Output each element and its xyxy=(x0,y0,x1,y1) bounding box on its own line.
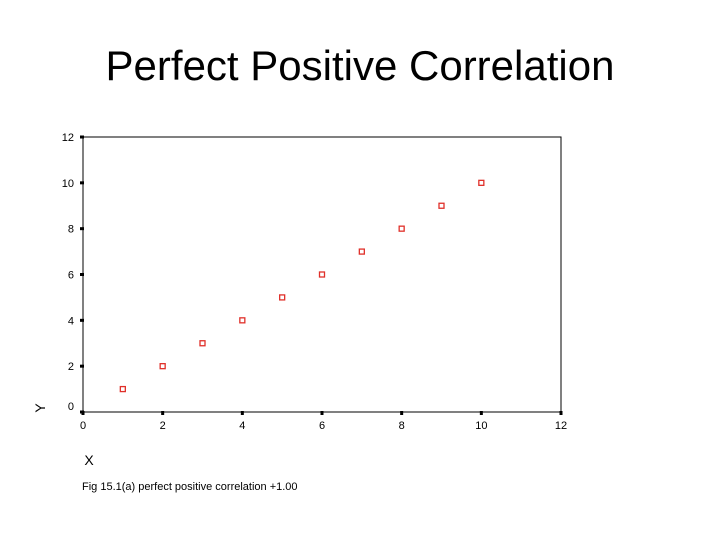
x-tick-label: 12 xyxy=(555,420,567,432)
y-tick-label: 4 xyxy=(68,315,74,327)
figure-caption: Fig 15.1(a) perfect positive correlation… xyxy=(82,481,298,493)
y-tick-label: 8 xyxy=(68,224,74,236)
data-point xyxy=(279,294,286,301)
y-axis: 0 2 4 6 8 10 12 xyxy=(62,132,84,414)
data-point xyxy=(478,179,485,186)
y-tick-label: 2 xyxy=(68,361,74,373)
data-points xyxy=(119,179,485,393)
x-axis-title: X xyxy=(84,452,94,468)
y-tick-label: 10 xyxy=(62,178,74,190)
x-axis: 0 2 4 6 8 10 12 xyxy=(80,411,567,432)
data-point xyxy=(199,340,206,347)
data-point xyxy=(119,385,126,393)
x-tick-label: 0 xyxy=(80,420,86,432)
y-tick-label: 12 xyxy=(62,132,74,144)
data-point xyxy=(159,363,166,370)
x-tick-label: 10 xyxy=(475,420,487,432)
data-point xyxy=(239,317,246,324)
data-point xyxy=(398,225,405,232)
y-axis-title: Y xyxy=(32,403,48,413)
data-point xyxy=(438,202,445,209)
slide-title: Perfect Positive Correlation xyxy=(105,42,615,89)
x-tick-label: 2 xyxy=(160,420,166,432)
x-tick-label: 4 xyxy=(239,420,245,432)
data-point xyxy=(318,271,326,278)
y-tick-label: 0 xyxy=(68,401,74,413)
x-tick-label: 8 xyxy=(399,420,405,432)
x-tick-label: 6 xyxy=(319,420,325,432)
y-tick-label: 6 xyxy=(68,270,74,282)
data-point xyxy=(358,248,365,255)
